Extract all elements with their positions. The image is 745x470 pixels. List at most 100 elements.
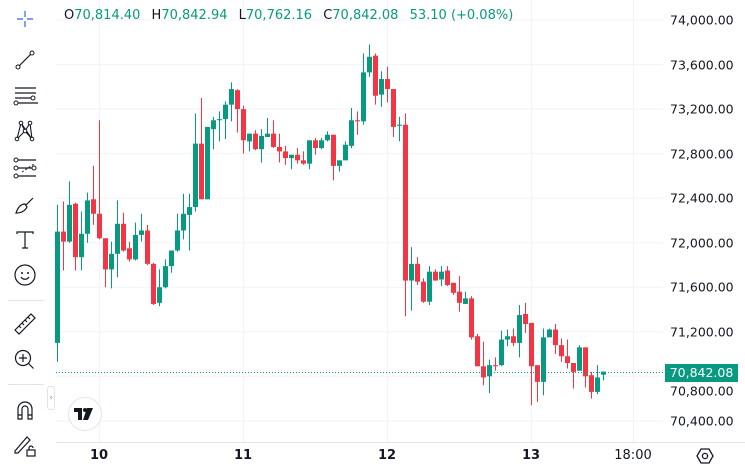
tradingview-logo[interactable] [68,397,102,431]
price-tick-label: 70,800.00 [670,383,734,398]
toolbar-divider [8,300,44,301]
drawing-toolbar: ‹ [0,0,55,470]
last-price-label: 70,842.08 [665,363,738,382]
low-value: 70,762.16 [245,8,313,23]
lock-drawings-icon [14,436,36,457]
candle-body [583,347,588,377]
ruler-tool[interactable] [8,309,42,339]
change-value: 53.10 (+0.08%) [409,8,514,23]
time-tick-label: 18:00 [614,448,652,463]
candle-body [367,56,372,73]
candle-body [271,133,276,147]
time-tick-label: 12 [377,448,397,463]
candle-body [277,146,282,152]
open-label: O [64,8,75,23]
zoom-in-tool[interactable] [8,345,42,375]
candle-body [517,315,522,343]
emoji-tool[interactable] [8,260,42,290]
candle-body [259,135,264,150]
brush-icon [15,197,34,214]
close-value: 70,842.08 [332,8,399,23]
price-tick-label: 71,600.00 [670,279,734,295]
settings-icon[interactable] [696,447,714,465]
price-tick-label: 72,800.00 [670,146,734,162]
candle-body [133,234,138,260]
candle-body [529,322,534,367]
time-tick-label: 13 [521,448,541,463]
candle-body [217,119,222,121]
brush-tool[interactable] [8,190,42,220]
candle-body [193,143,198,208]
candle-body [481,366,486,378]
candle-body [595,377,600,392]
fib-retracement-icon [13,157,37,179]
zoom-in-icon [14,349,34,369]
candle-body [211,120,216,130]
candle-body [289,154,294,159]
candle-body [403,124,408,281]
candle-body [247,133,252,142]
candle-body [523,313,528,324]
crosshair-icon [17,11,33,27]
price-tick-label: 70,400.00 [670,413,734,429]
pattern-tool[interactable] [8,116,42,146]
candle-body [67,204,72,242]
candle-body [337,160,342,166]
candle-body [115,223,120,254]
time-tick-label: 10 [89,448,109,463]
horizontal-lines-icon [13,87,38,106]
candle-body [475,336,480,367]
high-label: H [151,8,162,23]
candle-body [487,365,492,377]
candle-body [313,140,318,149]
candle-body [265,133,270,137]
magnet-tool[interactable] [8,395,42,425]
candle-body [385,79,390,90]
candle-body [421,281,426,302]
candle-body [361,72,366,122]
candle-body [433,271,438,281]
trend-line-icon [15,50,35,70]
candle-body [223,104,228,120]
candle-body [541,337,546,382]
horizontal-lines-tool[interactable] [8,81,42,111]
candle-body [427,271,432,302]
candle-body [511,336,516,343]
collapse-toolbar-button[interactable]: ‹ [47,386,55,410]
candle-body [391,89,396,127]
candle-body [55,231,60,343]
crosshair-tool[interactable] [8,4,42,34]
price-tick-label: 73,200.00 [670,101,734,117]
candle-body [61,231,66,242]
chevron-left-icon: ‹ [49,393,53,403]
candle-body [169,250,174,267]
candle-body [469,298,474,338]
fib-retracement-tool[interactable] [8,153,42,183]
candle-body [325,134,330,141]
candle-body [355,120,360,122]
candle-body [331,134,336,166]
candle-body [373,55,378,96]
candle-body [109,253,114,270]
candle-body [253,133,258,150]
candle-body [547,329,552,338]
candle-body [445,270,450,286]
close-label: C [323,8,333,23]
candle-body [235,90,240,110]
text-tool[interactable] [8,225,42,255]
candle-body [457,291,462,303]
candle-body [565,356,570,363]
candle-body [379,79,384,95]
candle-body [601,371,606,375]
candle-body [199,143,204,200]
trend-line-tool[interactable] [8,45,42,75]
candle-body [559,345,564,357]
magnet-icon [17,401,33,420]
lock-drawings-tool[interactable] [8,430,42,460]
time-tick-label: 11 [233,448,253,463]
price-tick-label: 71,200.00 [670,324,734,340]
candle-body [397,124,402,126]
candle-body [307,140,312,164]
ruler-icon [14,313,36,335]
